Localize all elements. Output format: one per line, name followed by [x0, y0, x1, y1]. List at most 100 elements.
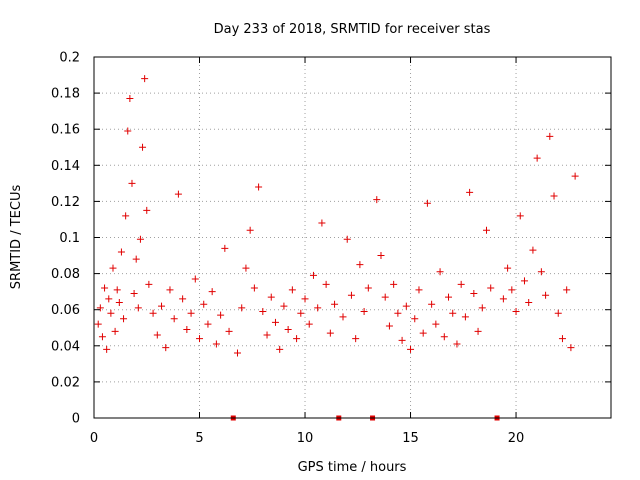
- data-point: [109, 264, 117, 272]
- data-point: [504, 264, 512, 272]
- data-point: [217, 311, 225, 319]
- data-point: [428, 300, 436, 308]
- data-point: [301, 295, 309, 303]
- data-point: [466, 188, 474, 196]
- data-point: [571, 172, 579, 180]
- data-point: [126, 95, 134, 103]
- data-point: [103, 345, 111, 353]
- data-point: [390, 280, 398, 288]
- data-point: [445, 293, 453, 301]
- y-tick-label: 0.16: [51, 123, 80, 138]
- y-tick-label: 0.12: [51, 195, 80, 210]
- data-point: [293, 335, 301, 343]
- data-point: [520, 277, 528, 285]
- x-tick-label: 10: [297, 431, 314, 446]
- data-point: [339, 313, 347, 321]
- data-point: [554, 309, 562, 317]
- data-point: [134, 304, 142, 312]
- x-axis-label: GPS time / hours: [298, 460, 407, 475]
- data-point: [478, 304, 486, 312]
- y-tick-label: 0.1: [59, 231, 80, 246]
- data-point: [352, 335, 360, 343]
- data-point: [191, 275, 199, 283]
- data-point: [288, 286, 296, 294]
- x-tick-label: 0: [90, 431, 98, 446]
- data-point: [402, 302, 410, 310]
- data-point: [415, 286, 423, 294]
- data-point: [179, 295, 187, 303]
- data-point: [101, 284, 109, 292]
- data-point: [158, 302, 166, 310]
- data-point: [542, 291, 550, 299]
- data-point: [96, 304, 104, 312]
- data-point: [558, 335, 566, 343]
- data-point: [322, 280, 330, 288]
- data-point: [98, 333, 106, 341]
- data-point: [508, 286, 516, 294]
- data-point: [314, 304, 322, 312]
- data-point: [221, 244, 229, 252]
- y-axis-label: SRMTID / TECUs: [9, 185, 24, 290]
- data-point: [250, 284, 258, 292]
- y-tick-label: 0.06: [51, 303, 80, 318]
- data-point: [267, 293, 275, 301]
- data-point: [183, 326, 191, 334]
- data-point: [297, 309, 305, 317]
- data-point: [567, 344, 575, 352]
- data-point: [141, 75, 149, 83]
- data-point: [111, 327, 119, 335]
- data-point: [200, 300, 208, 308]
- y-tick-label: 0.14: [51, 159, 80, 174]
- data-point: [162, 344, 170, 352]
- data-point: [461, 313, 469, 321]
- data-point: [331, 300, 339, 308]
- data-point: [356, 261, 364, 269]
- data-point: [166, 286, 174, 294]
- data-point: [381, 293, 389, 301]
- data-point: [255, 183, 263, 191]
- data-point: [204, 320, 212, 328]
- data-point: [487, 284, 495, 292]
- y-tick-label: 0.04: [51, 339, 80, 354]
- data-point: [284, 326, 292, 334]
- data-point: [407, 345, 415, 353]
- data-point: [377, 252, 385, 260]
- data-point: [385, 322, 393, 330]
- data-point: [482, 226, 490, 234]
- data-point: [242, 264, 250, 272]
- data-point: [470, 289, 478, 297]
- data-point: [208, 288, 216, 296]
- data-point: [120, 315, 128, 323]
- data-point: [122, 212, 130, 220]
- data-point: [474, 327, 482, 335]
- data-point: [113, 286, 121, 294]
- data-point: [130, 289, 138, 297]
- data-point: [271, 318, 279, 326]
- data-point: [516, 212, 524, 220]
- data-point: [457, 280, 465, 288]
- data-point: [139, 143, 147, 151]
- data-point: [276, 345, 284, 353]
- data-point: [318, 219, 326, 227]
- data-point: [533, 154, 541, 162]
- data-point: [326, 329, 334, 337]
- data-point: [149, 309, 157, 317]
- x-tick-label: 20: [508, 431, 525, 446]
- data-point: [196, 335, 204, 343]
- data-point: [546, 132, 554, 140]
- data-point: [259, 308, 267, 316]
- chart-title: Day 233 of 2018, SRMTID for receiver sta…: [214, 22, 491, 37]
- data-point: [423, 199, 431, 207]
- data-point: [128, 179, 136, 187]
- data-point: [94, 320, 102, 328]
- data-point: [550, 192, 558, 200]
- data-point: [499, 295, 507, 303]
- data-point: [280, 302, 288, 310]
- y-tick-label: 0: [72, 412, 80, 427]
- y-tick-label: 0.2: [59, 51, 80, 66]
- data-point: [440, 333, 448, 341]
- data-point: [360, 308, 368, 316]
- data-point: [187, 309, 195, 317]
- data-point: [170, 315, 178, 323]
